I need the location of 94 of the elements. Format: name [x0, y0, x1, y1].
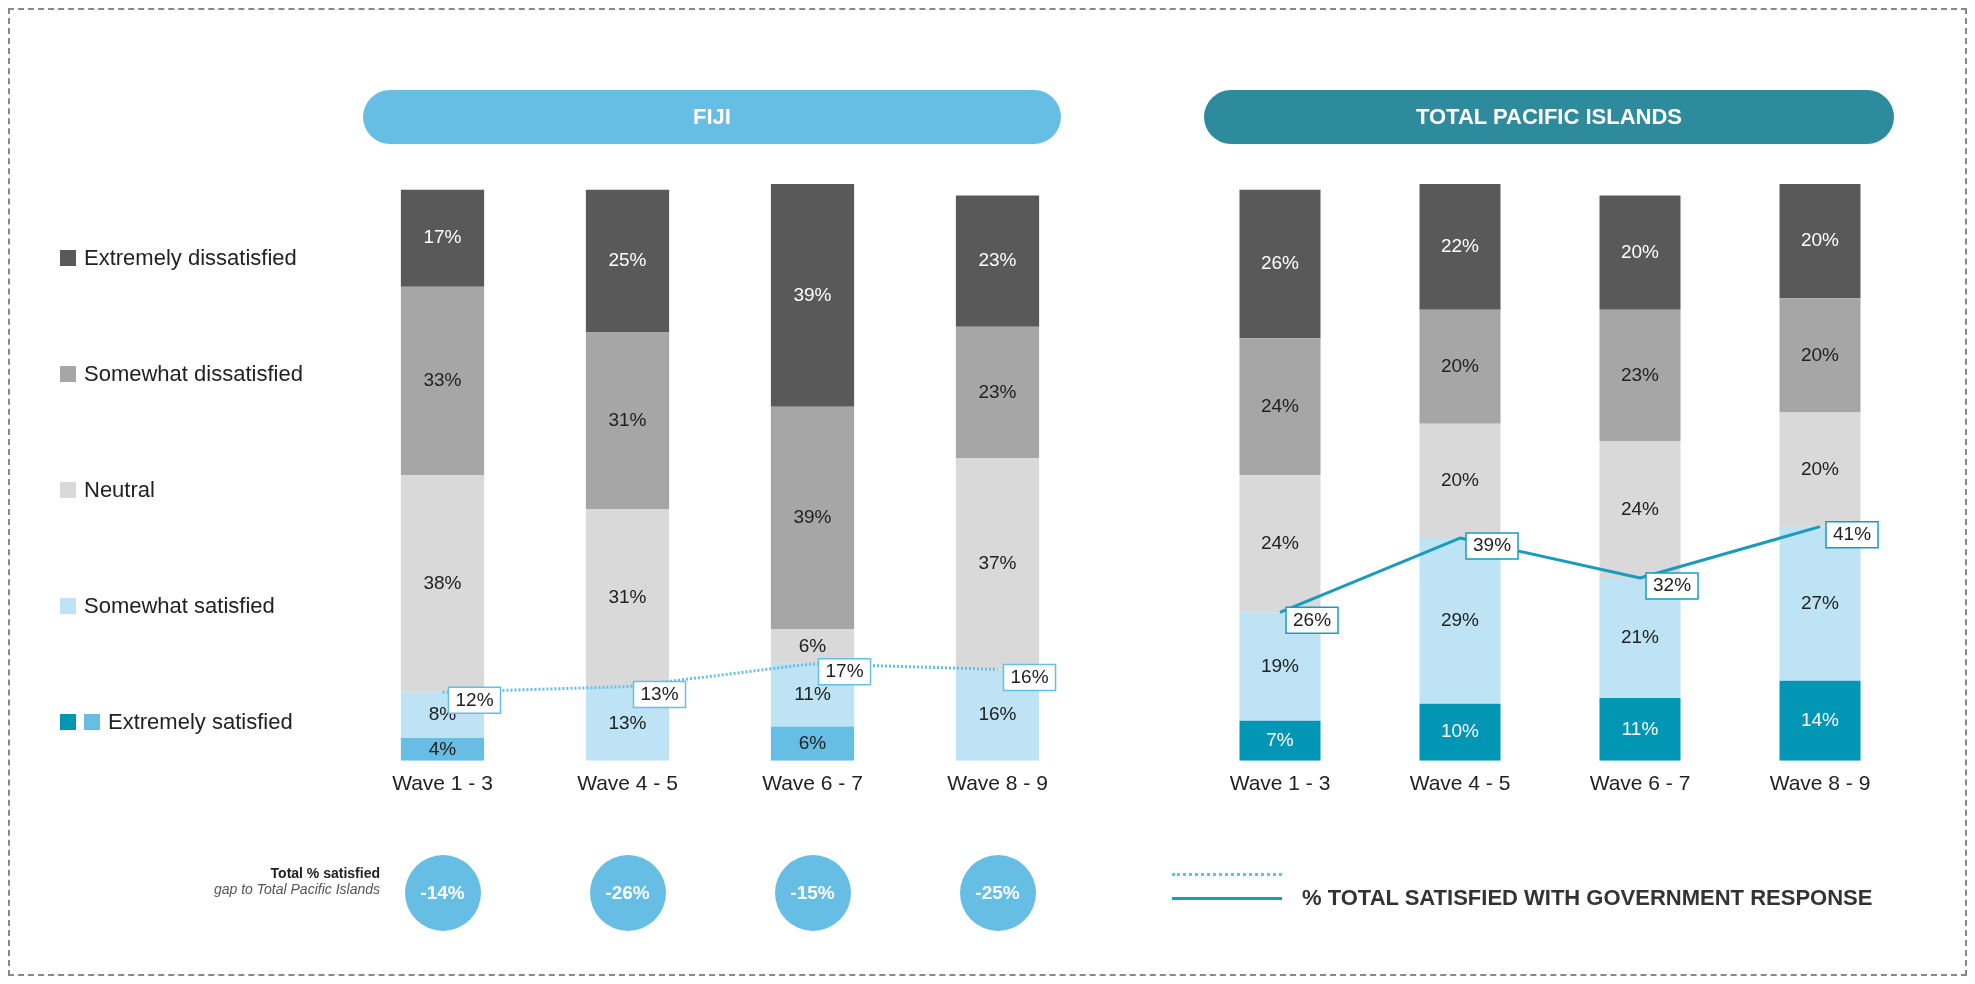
circle-badge: -26% — [589, 855, 666, 931]
bar — [1779, 412, 1861, 527]
data-label: 12% — [455, 688, 494, 710]
bar — [585, 189, 670, 333]
data-label: 17% — [423, 226, 462, 248]
data-label: 41% — [1833, 522, 1872, 544]
data-label: 19% — [1260, 654, 1300, 676]
data-label: 16% — [978, 703, 1017, 725]
bar — [1239, 338, 1321, 476]
data-label: 25% — [608, 249, 647, 271]
bar — [770, 406, 855, 630]
bar — [955, 195, 1040, 327]
bar — [1419, 184, 1501, 310]
x-tick-label: Wave 4 - 5 — [577, 771, 678, 795]
data-label: 24% — [1260, 532, 1300, 554]
bar — [1419, 423, 1501, 539]
bar — [1599, 195, 1681, 310]
bar — [1239, 475, 1321, 613]
data-label: 11% — [794, 683, 831, 705]
data-label: 4% — [428, 737, 457, 759]
data-label: 13% — [608, 711, 647, 733]
data-label: 21% — [1620, 626, 1660, 648]
data-label: 14% — [1800, 709, 1840, 731]
bar — [1599, 440, 1681, 579]
bar — [585, 509, 670, 687]
data-label: 24% — [1260, 394, 1300, 416]
x-tick-label: Wave 6 - 7 — [1589, 771, 1691, 795]
data-label: 26% — [1293, 608, 1332, 630]
data-label: 16% — [1010, 665, 1049, 687]
bar — [400, 475, 485, 693]
data-label: 10% — [1440, 720, 1480, 742]
data-label: 38% — [423, 572, 462, 593]
data-label: 27% — [1800, 591, 1840, 613]
data-label: 13% — [640, 682, 679, 704]
circle-badge: -25% — [959, 855, 1036, 931]
bar — [770, 184, 855, 407]
x-tick-label: Wave 8 - 9 — [947, 771, 1048, 795]
data-label: 22% — [1440, 235, 1480, 257]
bar — [1239, 189, 1321, 339]
data-label: 24% — [1620, 497, 1660, 519]
data-label: 11% — [1621, 717, 1659, 739]
bar — [1779, 680, 1861, 761]
data-label: 20% — [1440, 354, 1480, 376]
x-tick-label: Wave 4 - 5 — [1409, 771, 1511, 795]
bar — [1599, 309, 1681, 441]
title-banner: FIJI — [363, 90, 1061, 144]
data-label: 31% — [608, 586, 647, 608]
legend-label: Neutral — [84, 477, 155, 503]
data-label: 20% — [1800, 343, 1840, 365]
data-label: 7% — [1266, 729, 1294, 751]
x-tick-label: Wave 1 - 3 — [1229, 771, 1331, 795]
bar — [400, 189, 485, 287]
data-label: 29% — [1440, 609, 1480, 631]
data-label: 17% — [825, 659, 864, 681]
x-tick-label: Wave 8 - 9 — [1769, 771, 1871, 795]
x-tick-label: Wave 6 - 7 — [762, 771, 863, 795]
data-label: 31% — [608, 409, 647, 431]
data-label: 6% — [798, 731, 827, 753]
bar — [1239, 720, 1321, 761]
legend-label: % TOTAL SATISFIED WITH GOVERNMENT RESPONSE — [1302, 885, 1873, 911]
data-label: 39% — [1473, 534, 1512, 556]
data-label: 20% — [1800, 457, 1840, 479]
bar — [955, 458, 1040, 670]
data-label: 37% — [978, 552, 1017, 574]
bar — [585, 332, 670, 510]
bar — [1779, 184, 1861, 299]
legend-label: Somewhat satisfied — [84, 593, 275, 619]
data-label: 23% — [978, 249, 1017, 271]
data-label: 20% — [1620, 240, 1660, 262]
data-label: 39% — [793, 506, 832, 528]
legend-label: Extremely satisfied — [108, 709, 293, 735]
data-label: 6% — [798, 634, 827, 656]
bar — [1779, 298, 1861, 413]
text: gap to Total Pacific Islands — [212, 881, 380, 897]
bar — [400, 286, 485, 476]
data-label: 23% — [978, 380, 1017, 402]
data-label: 39% — [793, 283, 832, 305]
text: Total % satisfied — [269, 865, 380, 881]
data-label: 33% — [423, 369, 462, 391]
circle-badge: -15% — [774, 855, 851, 931]
data-label: 20% — [1800, 229, 1840, 251]
data-label: 23% — [1620, 363, 1660, 385]
circle-badge: -14% — [404, 855, 481, 931]
bar — [1599, 697, 1681, 761]
bar — [1419, 703, 1501, 761]
legend-label: Extremely dissatisfied — [84, 245, 297, 271]
data-label: 20% — [1440, 469, 1480, 491]
legend-label: Somewhat dissatisfied — [84, 361, 303, 387]
title-banner: TOTAL PACIFIC ISLANDS — [1204, 90, 1894, 144]
data-label: 32% — [1653, 574, 1692, 596]
x-tick-label: Wave 1 - 3 — [392, 771, 493, 795]
bar — [955, 326, 1040, 459]
bar — [1419, 309, 1501, 424]
data-label: 26% — [1260, 252, 1300, 274]
